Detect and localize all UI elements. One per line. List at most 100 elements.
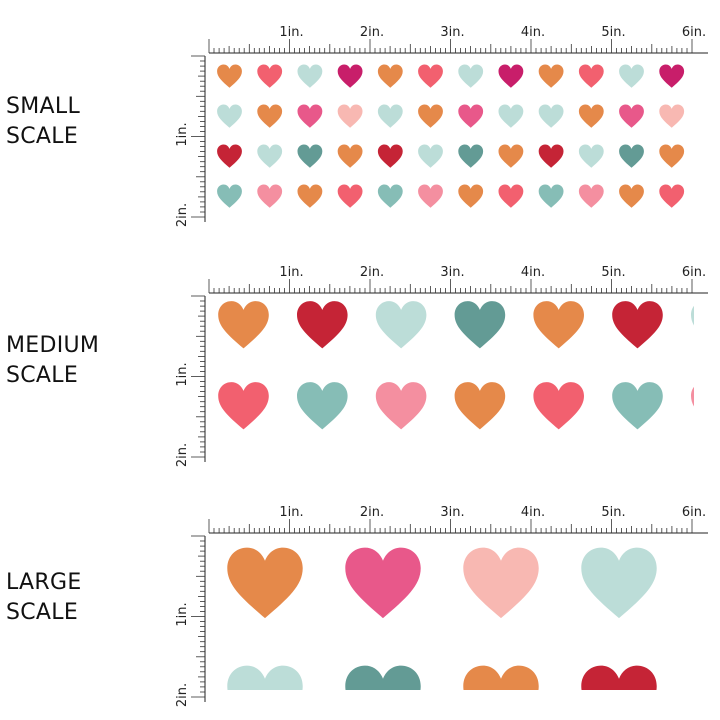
ruler-vertical-label: 2in.: [175, 683, 190, 707]
heart-orange: [377, 64, 403, 88]
large-heart-pattern: [212, 538, 694, 690]
ruler-label: 5in.: [601, 505, 625, 520]
heart-magenta: [498, 64, 524, 88]
heart-red: [297, 301, 348, 349]
heart-orange: [418, 104, 443, 128]
heart-coral: [659, 184, 685, 208]
ruler-label: 3in.: [440, 505, 464, 520]
heart-red: [581, 665, 657, 690]
heart-orange: [498, 144, 524, 168]
heart-orange: [454, 382, 506, 430]
heart-sage: [612, 382, 663, 430]
heart-pink: [297, 104, 323, 128]
ruler-label: 4in.: [521, 505, 545, 520]
ruler-label: 2in.: [360, 25, 384, 40]
heart-pattern-svg: [227, 547, 657, 690]
heart-mint: [498, 104, 524, 128]
ruler-vertical-label: 1in.: [175, 602, 190, 626]
small-scale-section: SMALL SCALE 1in. 2in. 3in. 4in. 5in. 6in. 1in.…: [0, 0, 720, 240]
heart-pink: [619, 104, 644, 128]
ruler-label: 5in.: [601, 265, 625, 280]
ruler-label: 2in.: [360, 265, 384, 280]
ruler-vertical-label: 2in.: [175, 203, 190, 227]
ruler-label: 1in.: [279, 25, 303, 40]
heart-orange: [463, 665, 539, 690]
ruler-label: 4in.: [521, 265, 545, 280]
ruler-label: 5in.: [601, 25, 625, 40]
heart-coral: [578, 64, 604, 88]
heart-mint: [458, 64, 484, 88]
heart-orange: [619, 184, 644, 208]
heart-rose: [690, 387, 694, 407]
heart-mint: [217, 104, 242, 128]
heart-orange: [538, 64, 564, 88]
ruler-label: 6in.: [682, 265, 706, 280]
heart-orange: [297, 184, 323, 208]
heart-teal: [345, 665, 421, 690]
heart-pattern-svg: [217, 64, 685, 208]
heart-mint: [581, 547, 657, 619]
heart-mint: [538, 104, 564, 128]
ruler-vertical-label: 1in.: [175, 362, 190, 386]
heart-rose: [578, 184, 604, 208]
heart-orange: [227, 547, 303, 619]
heart-sage: [217, 184, 242, 208]
heart-mint: [257, 144, 283, 168]
ruler-vertical-label: 2in.: [175, 443, 190, 467]
heart-coral: [533, 382, 584, 430]
heart-orange: [257, 104, 283, 128]
heart-orange: [659, 144, 685, 168]
large-scale-section: LARGE SCALE 1in. 2in. 3in. 4in. 5in. 6in. 1in.…: [0, 480, 720, 720]
heart-red: [612, 301, 663, 349]
ruler-label: 3in.: [440, 265, 464, 280]
heart-pink: [345, 547, 421, 619]
heart-red: [217, 144, 242, 168]
heart-teal: [458, 144, 484, 168]
heart-orange: [578, 104, 604, 128]
heart-rose: [418, 184, 443, 208]
heart-mint: [297, 64, 323, 88]
heart-peach: [337, 104, 363, 128]
heart-peach: [659, 104, 685, 128]
heart-coral: [218, 382, 269, 430]
heart-teal: [454, 301, 506, 349]
ruler-label: 1in.: [279, 265, 303, 280]
heart-mint: [578, 144, 604, 168]
heart-coral: [498, 184, 524, 208]
ruler-label: 2in.: [360, 505, 384, 520]
heart-orange: [458, 184, 484, 208]
heart-rose: [257, 184, 283, 208]
heart-peach: [463, 547, 539, 619]
heart-orange: [337, 144, 363, 168]
heart-pink: [458, 104, 484, 128]
heart-orange: [533, 301, 584, 349]
medium-scale-section: MEDIUM SCALE 1in. 2in. 3in. 4in. 5in. 6in. 1in…: [0, 240, 720, 480]
heart-orange: [217, 64, 242, 88]
heart-orange: [218, 301, 269, 349]
ruler-vertical-label: 1in.: [175, 122, 190, 146]
heart-mint: [375, 301, 427, 349]
small-scale-label: SMALL SCALE: [6, 94, 81, 149]
medium-heart-pattern: [212, 298, 694, 458]
heart-sage: [377, 184, 403, 208]
small-heart-pattern: [212, 58, 694, 218]
heart-teal: [297, 144, 323, 168]
ruler-label: 3in.: [440, 25, 464, 40]
heart-magenta: [337, 64, 363, 88]
heart-pattern-svg: [218, 301, 694, 430]
heart-mint: [227, 665, 303, 690]
heart-coral: [257, 64, 283, 88]
heart-red: [538, 144, 564, 168]
heart-rose: [375, 382, 427, 430]
medium-ruler: 1in. 2in. 3in. 4in. 5in. 6in. 1in. 2in.: [175, 265, 708, 467]
heart-sage: [538, 184, 564, 208]
heart-mint: [690, 306, 694, 326]
ruler-label: 6in.: [682, 505, 706, 520]
medium-scale-label: MEDIUM SCALE: [6, 333, 100, 388]
heart-red: [377, 144, 403, 168]
heart-magenta: [659, 64, 685, 88]
heart-coral: [418, 64, 443, 88]
ruler-label: 4in.: [521, 25, 545, 40]
ruler-label: 6in.: [682, 25, 706, 40]
heart-coral: [337, 184, 363, 208]
